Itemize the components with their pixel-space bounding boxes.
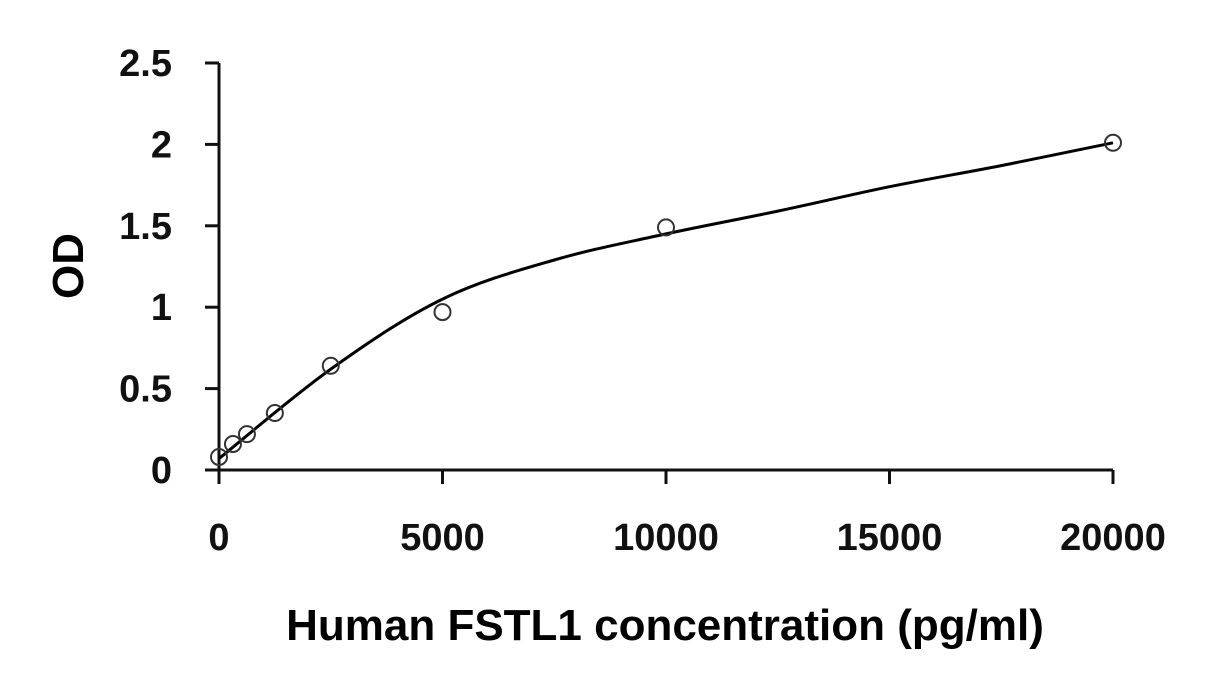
y-axis-title: OD bbox=[44, 233, 93, 299]
y-tick-label: 1.5 bbox=[119, 206, 172, 248]
data-point bbox=[433, 303, 452, 322]
data-point bbox=[657, 218, 675, 237]
data-point bbox=[210, 447, 228, 466]
x-tick-label: 10000 bbox=[613, 517, 719, 559]
data-point bbox=[237, 425, 256, 444]
x-tick-label: 15000 bbox=[837, 517, 943, 559]
fit-curve bbox=[218, 141, 1114, 460]
y-tick-label: 1 bbox=[151, 287, 172, 329]
axes bbox=[217, 63, 1113, 472]
x-axis-title: Human FSTL1 concentration (pg/ml) bbox=[286, 601, 1044, 650]
data-point bbox=[223, 434, 242, 453]
y-axis-ticks: 0 0.5 1 1.5 2 2.5 bbox=[119, 43, 219, 492]
data-point bbox=[321, 356, 340, 375]
data-point bbox=[1104, 133, 1122, 152]
x-tick-label: 20000 bbox=[1060, 517, 1166, 559]
y-tick-label: 0.5 bbox=[119, 369, 172, 411]
x-axis-ticks: 0 5000 10000 15000 20000 bbox=[208, 470, 1166, 559]
x-tick-label: 0 bbox=[208, 517, 229, 559]
data-points bbox=[210, 133, 1122, 466]
y-tick-label: 2 bbox=[151, 124, 172, 166]
data-point bbox=[265, 404, 284, 423]
y-tick-label: 0 bbox=[151, 450, 172, 492]
x-tick-label: 5000 bbox=[400, 517, 485, 559]
y-tick-label: 2.5 bbox=[119, 43, 172, 85]
